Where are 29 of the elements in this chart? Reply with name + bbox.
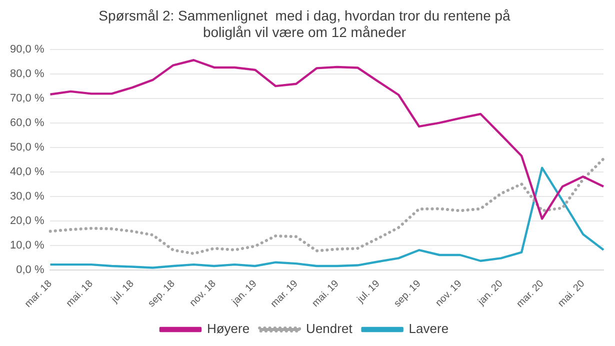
x-tick-label: mai. 19 — [310, 278, 342, 310]
y-tick-label: 0,0 % — [16, 264, 44, 276]
x-tick-label: jan. 20 — [475, 278, 506, 308]
x-tick-label: jan. 19 — [230, 278, 260, 308]
y-tick-label: 70,0 % — [10, 92, 44, 105]
x-tick-label: mar. 19 — [268, 278, 301, 310]
x-tick-label: jul. 19 — [354, 278, 382, 306]
y-tick-label: 30,0 % — [10, 190, 44, 203]
legend-label: Uendret — [306, 321, 353, 336]
y-tick-label: 20,0 % — [10, 215, 44, 227]
x-tick-label: sep. 18 — [146, 278, 178, 310]
x-tick-label: mai. 20 — [556, 278, 588, 310]
x-tick-label: sep. 19 — [392, 278, 424, 310]
x-tick-label: nov. 18 — [188, 278, 219, 309]
x-tick-label: nov. 19 — [434, 278, 464, 309]
y-tick-label: 60,0 % — [10, 117, 44, 130]
y-tick-label: 10,0 % — [10, 239, 44, 252]
y-tick-label: 40,0 % — [10, 166, 44, 178]
y-tick-label: 50,0 % — [10, 142, 44, 154]
legend-label: Høyere — [206, 321, 250, 336]
chart-title: Spørsmål 2: Sammenlignet med i dag, hvordan tror du rentene på boliglån vil være om 12 måneder — [98, 7, 511, 40]
x-tick-label: mai. 18 — [64, 278, 96, 310]
y-tick-label: 80,0 % — [10, 68, 44, 80]
y-tick-label: 90,0 % — [10, 44, 44, 56]
line-series — [48, 157, 606, 256]
legend-label: Lavere — [408, 321, 449, 336]
x-tick-label: mar. 18 — [22, 278, 55, 310]
x-tick-label: mar. 20 — [514, 278, 546, 310]
x-tick-label: jul. 18 — [108, 278, 137, 306]
